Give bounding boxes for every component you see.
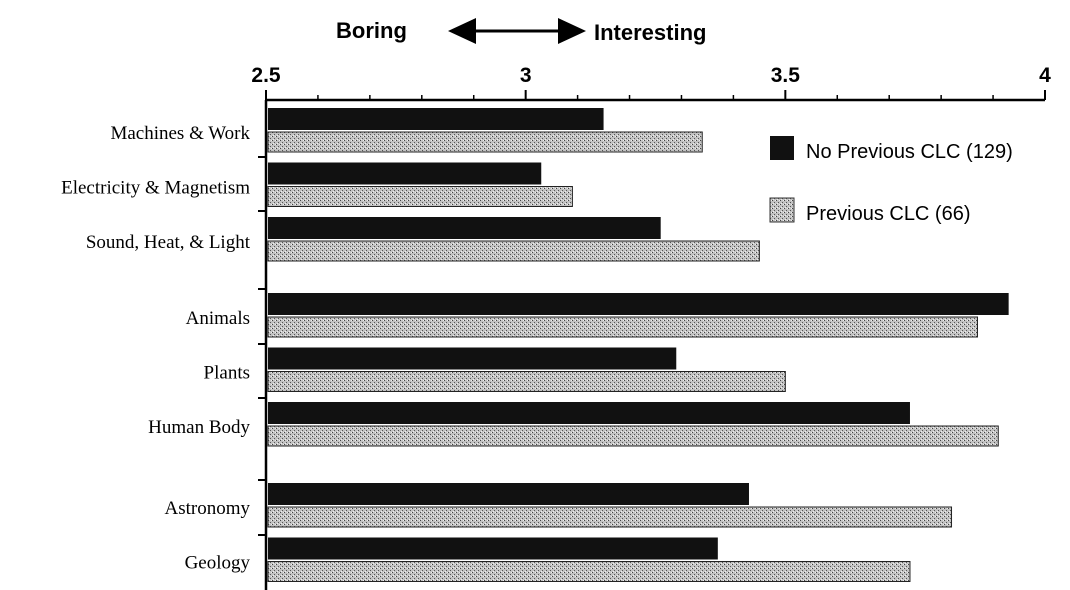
x-tick-label: 4: [1039, 64, 1051, 87]
bar-previous-clc: [267, 186, 573, 207]
category-label: Geology: [185, 553, 251, 574]
bar-no-previous-clc: [268, 537, 718, 560]
bar-no-previous-clc: [268, 483, 749, 505]
category-label: Electricity & Magnetism: [61, 178, 250, 199]
bar-no-previous-clc: [268, 217, 661, 239]
legend-swatch-no-previous: [770, 136, 794, 160]
legend-label-no-previous: No Previous CLC (129): [806, 141, 1013, 163]
bar-previous-clc: [267, 425, 999, 447]
bar-previous-clc: [267, 240, 760, 262]
category-label: Human Body: [148, 417, 250, 438]
legend-label-previous: Previous CLC (66): [806, 203, 971, 225]
y-axis-ticks: [258, 156, 266, 536]
category-labels: Machines & Work Electricity & Magnetism So…: [61, 123, 251, 574]
double-arrow-icon: [448, 18, 586, 44]
bar-previous-clc: [267, 371, 786, 392]
legend: No Previous CLC (129) Previous CLC (66): [769, 136, 1013, 225]
bar-no-previous-clc: [268, 402, 910, 424]
x-tick-label: 3: [520, 64, 532, 87]
legend-swatch-previous: [769, 197, 795, 223]
category-label: Sound, Heat, & Light: [86, 232, 251, 253]
bars: [267, 108, 1009, 582]
scale-right-label: Interesting: [594, 20, 706, 45]
x-tick-label: 2.5: [251, 64, 281, 87]
category-label: Machines & Work: [110, 123, 250, 144]
bar-no-previous-clc: [268, 108, 604, 130]
category-label: Plants: [204, 363, 250, 384]
bar-no-previous-clc: [268, 162, 542, 185]
category-label: Astronomy: [165, 498, 251, 519]
bar-previous-clc: [267, 316, 978, 338]
bar-previous-clc: [267, 506, 953, 528]
scale-left-label: Boring: [336, 18, 407, 43]
x-tick-label: 3.5: [771, 64, 801, 87]
bar-no-previous-clc: [268, 347, 677, 370]
bar-previous-clc: [267, 561, 911, 582]
category-label: Animals: [186, 308, 250, 329]
x-axis-ticks: 2.5 3 3.5 4: [251, 64, 1051, 100]
bar-no-previous-clc: [268, 293, 1009, 315]
bar-previous-clc: [267, 131, 703, 153]
